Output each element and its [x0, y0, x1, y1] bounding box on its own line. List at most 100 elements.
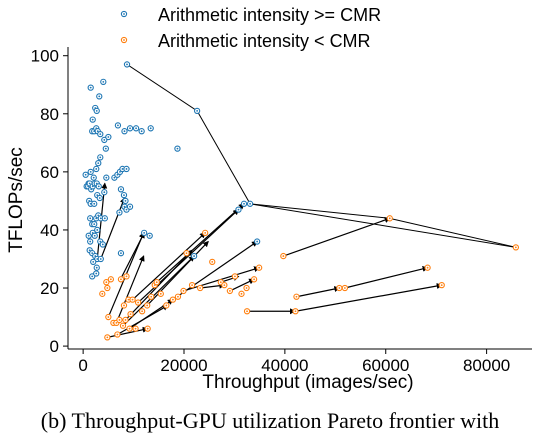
arrow: [100, 197, 126, 260]
data-point-low: [188, 281, 196, 289]
point-dot: [249, 202, 251, 205]
point-dot: [84, 173, 87, 176]
data-point-low: [114, 331, 121, 338]
data-point-high: [117, 250, 125, 257]
data-point-high: [123, 61, 131, 68]
point-dot: [91, 118, 94, 121]
legend-marker-high: [120, 10, 128, 18]
data-point-high: [114, 122, 122, 129]
point-dot: [131, 298, 134, 301]
point-dot: [116, 173, 119, 176]
data-point-low: [104, 334, 111, 341]
data-point-high: [147, 125, 154, 132]
data-point-low: [243, 284, 250, 292]
point-dot: [129, 127, 131, 130]
data-point-low: [107, 276, 115, 283]
point-dot: [234, 275, 236, 278]
data-point-low: [512, 244, 520, 251]
data-point-low: [103, 279, 110, 286]
point-dot: [245, 287, 248, 289]
point-dot: [96, 130, 99, 133]
point-dot: [88, 249, 91, 252]
point-dot: [258, 266, 261, 269]
point-dot: [134, 327, 137, 330]
data-point-low: [99, 290, 106, 297]
point-dot: [185, 252, 188, 255]
data-point-high: [101, 189, 108, 196]
point-dot: [155, 281, 158, 284]
data-point-high: [126, 203, 134, 210]
point-dot: [93, 223, 96, 226]
data-point-low: [126, 325, 133, 332]
point-dot: [124, 200, 127, 202]
point-dot: [440, 284, 443, 287]
point-dot: [294, 310, 297, 313]
data-point-low: [238, 290, 245, 297]
frontier-line-lower: [249, 203, 516, 248]
point-dot: [150, 295, 153, 298]
point-dot: [191, 284, 193, 287]
data-point-high: [123, 165, 130, 173]
point-dot: [514, 246, 517, 249]
point-dot: [127, 298, 130, 301]
data-point-high: [93, 107, 100, 115]
point-dot: [117, 124, 119, 127]
data-point-high: [117, 186, 125, 193]
data-point-high: [93, 165, 100, 173]
point-dot: [240, 292, 243, 295]
point-dot: [95, 168, 98, 170]
data-point-high: [91, 200, 98, 207]
data-point-high: [90, 258, 97, 266]
point-dot: [89, 170, 92, 173]
data-point-high: [121, 128, 128, 135]
point-dot: [102, 80, 105, 83]
point-dot: [172, 298, 174, 301]
point-dot: [237, 208, 240, 211]
data-point-low: [293, 293, 300, 300]
point-dot: [106, 336, 109, 339]
point-dot: [165, 304, 168, 307]
data-point-high: [95, 160, 102, 167]
data-point-low: [138, 308, 146, 315]
point-dot: [116, 333, 119, 336]
data-point-high: [101, 136, 108, 144]
point-dot: [388, 217, 391, 220]
data-point-low: [122, 316, 129, 324]
frontier-line-upper: [126, 64, 516, 248]
point-dot: [104, 147, 107, 150]
legend-marker-low: [120, 36, 128, 44]
y-tick-label: 100: [31, 47, 59, 66]
point-dot: [253, 278, 256, 281]
point-dot: [121, 168, 124, 170]
data-point-low: [243, 308, 251, 315]
data-point-low: [292, 308, 299, 315]
data-point-low: [117, 276, 125, 283]
data-point-high: [93, 270, 100, 277]
data-point-low: [163, 302, 170, 309]
data-point-low: [386, 215, 393, 222]
arrow: [295, 283, 443, 312]
data-point-high: [93, 264, 100, 271]
point-dot: [99, 258, 102, 260]
legend: Arithmetic intensity >= CMR Arithmetic in…: [120, 5, 381, 51]
data-point-high: [105, 133, 112, 141]
point-dot: [125, 208, 128, 211]
data-point-high: [99, 241, 106, 248]
point-dot: [105, 281, 108, 284]
data-point-high: [90, 174, 97, 181]
point-dot: [182, 290, 185, 292]
point-dot: [95, 272, 98, 275]
point-dot: [106, 287, 109, 289]
point-dot: [101, 292, 104, 295]
x-tick-label: 40000: [261, 356, 308, 375]
data-point-low: [231, 273, 239, 280]
arrow: [296, 286, 341, 298]
data-point-low: [144, 325, 151, 332]
point-dot: [115, 321, 118, 324]
data-point-high: [253, 238, 261, 245]
point-dot: [103, 139, 106, 141]
data-point-low: [134, 299, 142, 306]
y-tick-label: 40: [40, 221, 59, 240]
point-dot: [91, 252, 94, 255]
